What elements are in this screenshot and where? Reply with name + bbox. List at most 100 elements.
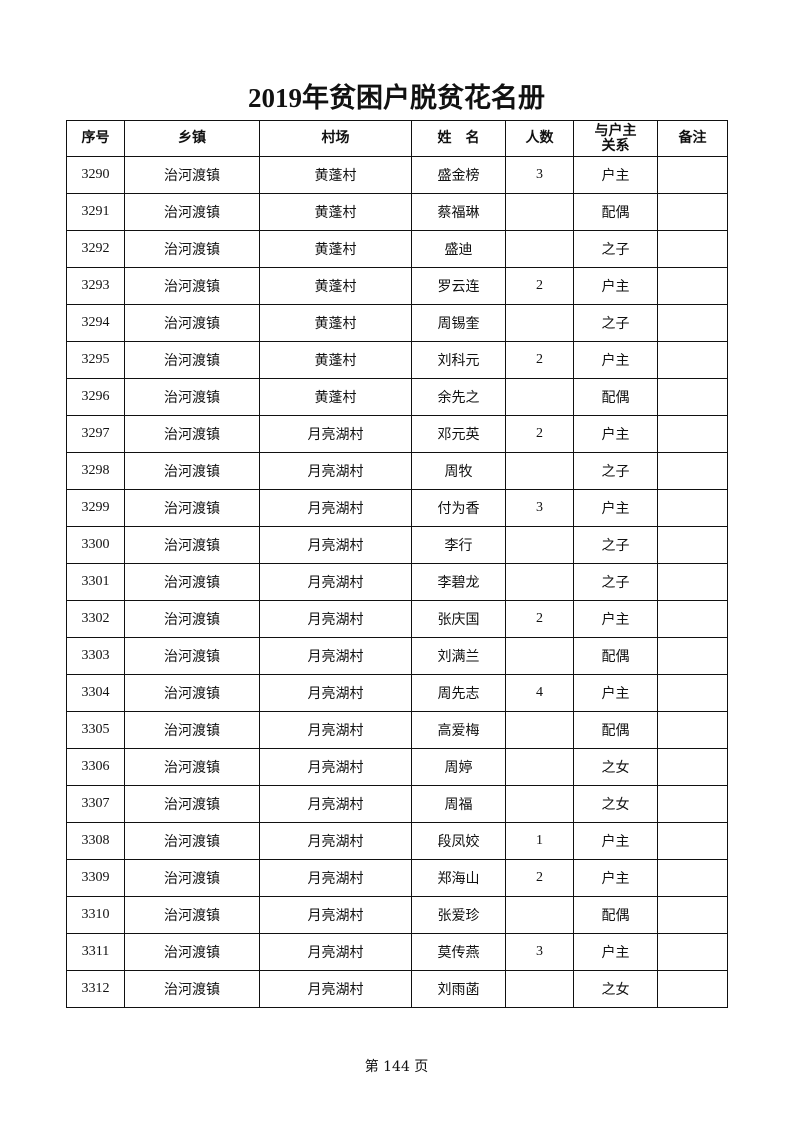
row-name: 刘科元: [411, 341, 506, 379]
row-index: 3308: [66, 822, 125, 860]
row-name: 邓元英: [411, 415, 506, 453]
table-row: 3307 治河渡镇 月亮湖村 周福 之女: [66, 785, 728, 823]
row-relation: 之子: [573, 230, 658, 268]
row-village: 月亮湖村: [259, 600, 412, 638]
row-index: 3293: [66, 267, 125, 305]
row-village: 月亮湖村: [259, 785, 412, 823]
row-relation: 之子: [573, 563, 658, 601]
row-village: 月亮湖村: [259, 637, 412, 675]
row-notes: [657, 378, 728, 416]
table-row: 3291 治河渡镇 黄蓬村 蔡福琳 配偶: [66, 193, 728, 231]
row-name: 郑海山: [411, 859, 506, 897]
row-relation: 户主: [573, 489, 658, 527]
row-name: 李行: [411, 526, 506, 564]
row-count: 2: [505, 341, 574, 379]
row-relation: 之女: [573, 748, 658, 786]
row-relation: 户主: [573, 933, 658, 971]
row-town: 治河渡镇: [124, 230, 260, 268]
row-count: [505, 230, 574, 268]
row-relation: 之子: [573, 526, 658, 564]
row-relation: 配偶: [573, 637, 658, 675]
row-index: 3303: [66, 637, 125, 675]
table-row: 3297 治河渡镇 月亮湖村 邓元英 2 户主: [66, 415, 728, 453]
row-count: [505, 304, 574, 342]
header-relation-label: 与户主关系: [594, 122, 637, 154]
row-notes: [657, 748, 728, 786]
row-village: 月亮湖村: [259, 415, 412, 453]
row-town: 治河渡镇: [124, 193, 260, 231]
row-relation: 配偶: [573, 896, 658, 934]
row-relation: 之子: [573, 452, 658, 490]
row-village: 黄蓬村: [259, 193, 412, 231]
row-count: [505, 378, 574, 416]
row-village: 黄蓬村: [259, 341, 412, 379]
row-notes: [657, 526, 728, 564]
row-name: 周婷: [411, 748, 506, 786]
row-town: 治河渡镇: [124, 896, 260, 934]
row-notes: [657, 822, 728, 860]
row-name: 周先志: [411, 674, 506, 712]
row-village: 月亮湖村: [259, 822, 412, 860]
table-row: 3305 治河渡镇 月亮湖村 高爱梅 配偶: [66, 711, 728, 749]
row-index: 3290: [66, 156, 125, 194]
header-row: 序号 乡镇 村场 姓 名 人数 与户主关系 备注: [66, 120, 728, 157]
row-count: 2: [505, 859, 574, 897]
table-row: 3299 治河渡镇 月亮湖村 付为香 3 户主: [66, 489, 728, 527]
row-name: 刘雨菡: [411, 970, 506, 1008]
row-index: 3291: [66, 193, 125, 231]
row-index: 3296: [66, 378, 125, 416]
table-row: 3308 治河渡镇 月亮湖村 段凤姣 1 户主: [66, 822, 728, 860]
row-index: 3312: [66, 970, 125, 1008]
row-name: 余先之: [411, 378, 506, 416]
table-row: 3312 治河渡镇 月亮湖村 刘雨菡 之女: [66, 970, 728, 1008]
row-town: 治河渡镇: [124, 415, 260, 453]
row-relation: 户主: [573, 341, 658, 379]
row-name: 张庆国: [411, 600, 506, 638]
row-village: 黄蓬村: [259, 230, 412, 268]
row-name: 周福: [411, 785, 506, 823]
row-notes: [657, 896, 728, 934]
row-village: 黄蓬村: [259, 267, 412, 305]
row-count: 1: [505, 822, 574, 860]
header-count: 人数: [505, 120, 574, 157]
row-village: 月亮湖村: [259, 452, 412, 490]
table-row: 3293 治河渡镇 黄蓬村 罗云连 2 户主: [66, 267, 728, 305]
row-count: [505, 563, 574, 601]
row-town: 治河渡镇: [124, 267, 260, 305]
row-notes: [657, 859, 728, 897]
row-town: 治河渡镇: [124, 563, 260, 601]
row-village: 黄蓬村: [259, 304, 412, 342]
row-town: 治河渡镇: [124, 822, 260, 860]
page-number: 第 144 页: [364, 1059, 429, 1075]
row-village: 月亮湖村: [259, 859, 412, 897]
row-town: 治河渡镇: [124, 637, 260, 675]
row-relation: 户主: [573, 674, 658, 712]
row-index: 3304: [66, 674, 125, 712]
table-row: 3294 治河渡镇 黄蓬村 周锡奎 之子: [66, 304, 728, 342]
row-notes: [657, 563, 728, 601]
row-village: 黄蓬村: [259, 378, 412, 416]
header-town: 乡镇: [124, 120, 260, 157]
row-name: 罗云连: [411, 267, 506, 305]
header-village: 村场: [259, 120, 412, 157]
row-relation: 之女: [573, 785, 658, 823]
row-town: 治河渡镇: [124, 452, 260, 490]
row-notes: [657, 230, 728, 268]
row-index: 3299: [66, 489, 125, 527]
row-count: 2: [505, 600, 574, 638]
table-row: 3303 治河渡镇 月亮湖村 刘满兰 配偶: [66, 637, 728, 675]
header-notes: 备注: [657, 120, 728, 157]
row-relation: 户主: [573, 822, 658, 860]
row-notes: [657, 267, 728, 305]
row-notes: [657, 933, 728, 971]
table-row: 3301 治河渡镇 月亮湖村 李碧龙 之子: [66, 563, 728, 601]
row-village: 月亮湖村: [259, 748, 412, 786]
row-notes: [657, 489, 728, 527]
row-relation: 配偶: [573, 378, 658, 416]
row-count: [505, 785, 574, 823]
row-relation: 户主: [573, 415, 658, 453]
row-count: 2: [505, 415, 574, 453]
row-index: 3300: [66, 526, 125, 564]
row-town: 治河渡镇: [124, 933, 260, 971]
header-relation: 与户主关系: [573, 120, 658, 157]
